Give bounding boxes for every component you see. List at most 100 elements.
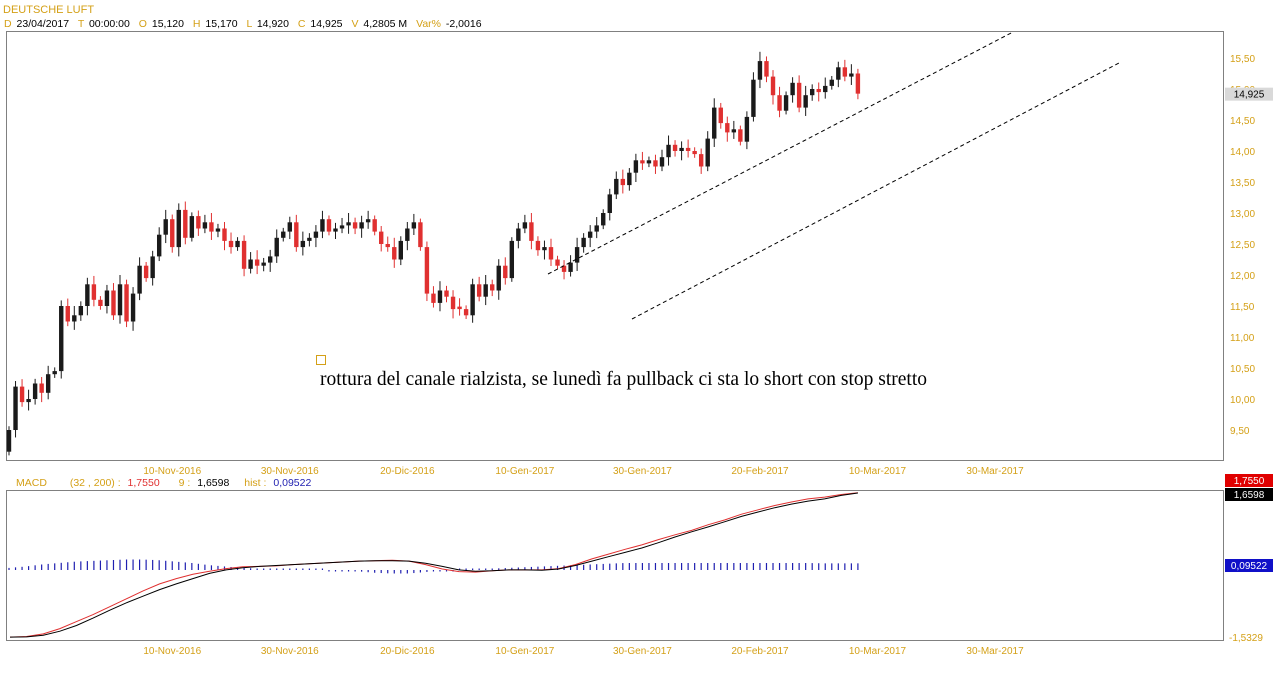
candle-body [254, 259, 260, 266]
channel-lower-line[interactable] [631, 62, 1120, 320]
macd-x-tick-label: 30-Gen-2017 [613, 646, 672, 657]
price-x-tick-label: 30-Mar-2017 [966, 466, 1024, 477]
last-price-label: 14,925 [1234, 90, 1265, 101]
candle-body [85, 284, 90, 306]
candle-body [222, 228, 227, 241]
candle-body [640, 160, 645, 164]
candle-body [725, 123, 730, 133]
candle-body [653, 160, 658, 167]
candle-body [398, 240, 403, 260]
trend-channel [547, 31, 1120, 320]
candle-body [796, 82, 802, 108]
candle-body [143, 265, 149, 279]
candle-body [770, 76, 776, 96]
close-value: 14,925 [310, 18, 342, 30]
candle-body [13, 386, 18, 430]
candle-body [744, 116, 750, 142]
candle-body [170, 219, 175, 248]
candle-body [130, 293, 136, 322]
candle-body [379, 231, 384, 244]
candle-body [698, 154, 704, 167]
candle-body [392, 247, 397, 260]
candle-body [738, 129, 743, 142]
candle-body [542, 247, 547, 251]
ohlc-readout: D 23/04/2017 T 00:00:00 O 15,120 H 15,17… [4, 18, 482, 30]
candle-body [32, 383, 38, 399]
candle-body [52, 371, 57, 375]
candle-body [672, 144, 678, 151]
candle-body [757, 61, 763, 80]
macd-legend-params: (32 , 200) : [70, 477, 121, 489]
candle-body [457, 306, 462, 310]
macd-pane-frame [6, 490, 1224, 641]
candle-body [483, 284, 488, 297]
price-y-tick-label: 14,50 [1230, 116, 1255, 127]
macd-line [9, 492, 858, 638]
candle-body [307, 237, 312, 241]
price-y-tick-label: 13,00 [1230, 209, 1255, 220]
macd-x-tick-label: 10-Nov-2016 [143, 646, 201, 657]
channel-upper-line[interactable] [547, 31, 1014, 275]
candle-body [215, 228, 221, 232]
candle-body [836, 67, 841, 80]
macd-x-tick-label: 10-Mar-2017 [849, 646, 907, 657]
candle-body [705, 138, 710, 167]
open-value: 15,120 [152, 18, 184, 30]
macd-legend-hist-label: hist : [244, 477, 266, 489]
candle-body [685, 147, 691, 151]
candle-body [522, 222, 528, 229]
candle-body [463, 309, 469, 316]
candle-body [235, 240, 240, 248]
macd-legend-macd-value: 1,7550 [128, 477, 160, 489]
high-key: H [193, 18, 201, 30]
signal-value-badge [1225, 488, 1273, 501]
candle-body [620, 178, 626, 186]
annotation-marker[interactable] [316, 355, 326, 365]
macd-legend-name: MACD [16, 477, 47, 489]
macd-x-tick-label: 30-Mar-2017 [966, 646, 1024, 657]
candle-body [535, 240, 541, 251]
macd-legend: MACD (32 , 200) : 1,7550 9 : 1,6598 hist… [16, 477, 311, 489]
date-key: D [4, 18, 12, 30]
instrument-name: DEUTSCHE LUFT [3, 4, 94, 16]
candle-body [666, 144, 671, 158]
candle-body [659, 157, 665, 167]
candle-body [731, 129, 737, 133]
candle-body [503, 265, 508, 279]
price-y-tick-label: 15,50 [1230, 54, 1255, 65]
candle-body [450, 296, 456, 310]
macd-value-badge-label: 1,7550 [1234, 476, 1265, 487]
candle-body [359, 222, 364, 229]
macd-value-badge [1225, 474, 1273, 487]
candle-body [581, 237, 586, 248]
candle-body [490, 284, 495, 291]
candle-body [601, 213, 606, 226]
candle-body [300, 240, 306, 248]
candle-body [39, 383, 44, 393]
candle-body [163, 219, 168, 235]
candle-body [45, 374, 51, 393]
candle-body [842, 67, 848, 77]
candle-body [326, 219, 332, 232]
candle-body [418, 222, 423, 248]
macd-histogram [8, 559, 859, 574]
candle-body [196, 216, 201, 229]
candle-body [529, 222, 534, 241]
candle-body [646, 160, 652, 164]
candle-body [6, 430, 12, 452]
macd-min-label: -1,5329 [1229, 633, 1263, 644]
candle-body [241, 240, 247, 269]
candle-body [385, 244, 390, 248]
macd-x-tick-label: 20-Dic-2016 [380, 646, 435, 657]
candle-body [496, 265, 501, 291]
candle-body [712, 107, 717, 139]
candle-body [137, 265, 142, 294]
candle-body [261, 262, 266, 266]
price-y-tick-label: 12,50 [1230, 240, 1255, 251]
candle-body [59, 306, 64, 372]
candle-body [470, 284, 475, 316]
high-value: 15,170 [205, 18, 237, 30]
price-y-tick-label: 11,50 [1230, 302, 1255, 313]
price-x-axis: 10-Nov-2016 30-Nov-2016 20-Dic-2016 10-Gen-… [143, 466, 1024, 477]
